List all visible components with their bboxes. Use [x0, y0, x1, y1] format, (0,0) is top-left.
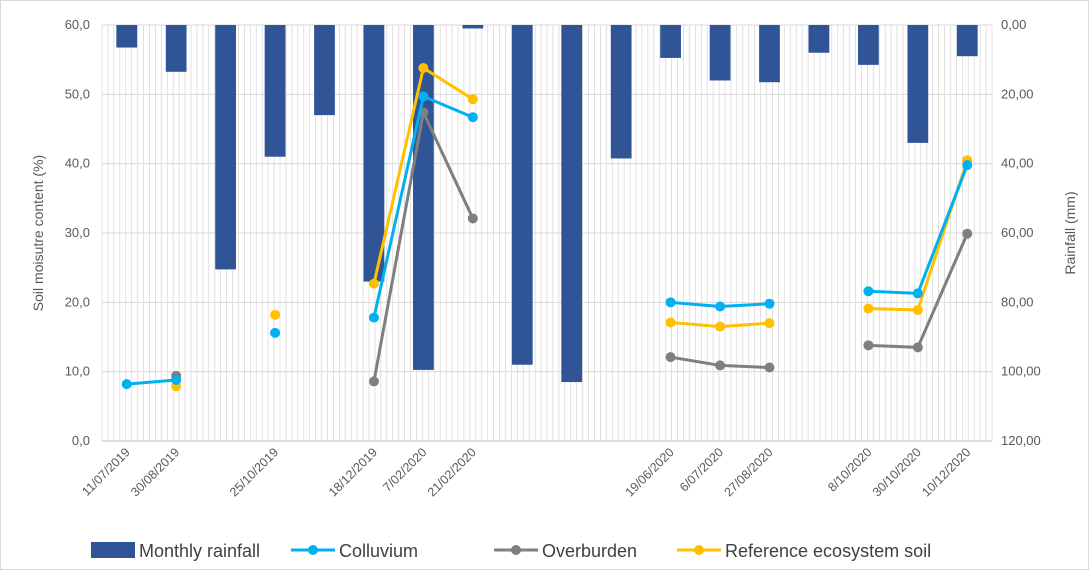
y-left-tick-label: 30,0 — [65, 225, 90, 240]
y-left-tick-label: 20,0 — [65, 294, 90, 309]
x-tick-label: 25/10/2019 — [227, 445, 281, 499]
colluvium-point — [121, 379, 132, 390]
colluvium-line — [126, 378, 177, 386]
rainfall-bar — [907, 25, 929, 143]
gridlines — [101, 24, 993, 442]
reference-ecosystem-soil-point — [764, 318, 775, 329]
y-left-tick-label: 0,0 — [72, 433, 90, 448]
legend-reference-ecosystem-soil-marker — [694, 545, 704, 555]
y-left-tick-label: 50,0 — [65, 86, 90, 101]
reference-ecosystem-soil-point — [715, 321, 726, 332]
colluvium-point — [764, 298, 775, 309]
x-tick-label: 18/12/2019 — [326, 445, 380, 499]
reference-ecosystem-soil-point — [467, 94, 478, 105]
reference-ecosystem-soil-point — [270, 309, 281, 320]
y-left-tick-label: 60,0 — [65, 17, 90, 32]
rainfall-bar — [561, 25, 583, 383]
x-tick-label: 10/12/2020 — [919, 445, 973, 499]
y-right-tick-label: 80,00 — [1001, 294, 1034, 309]
rainfall-bar — [363, 25, 385, 282]
rainfall-bar — [511, 25, 533, 365]
colluvium-point — [665, 297, 676, 308]
reference-ecosystem-soil-point — [912, 304, 923, 315]
x-tick-label: 8/10/2020 — [825, 445, 874, 494]
colluvium-point — [270, 327, 281, 338]
rainfall-bar — [858, 25, 879, 65]
rainfall-bar — [314, 25, 335, 116]
overburden-point — [368, 376, 379, 387]
colluvium-point — [368, 312, 379, 323]
x-tick-label: 30/10/2020 — [870, 445, 924, 499]
reference-ecosystem-soil-point — [665, 317, 676, 328]
overburden-point — [764, 362, 775, 373]
legend-colluvium-marker — [308, 545, 318, 555]
legend-overburden-marker — [511, 545, 521, 555]
series-lines — [121, 62, 973, 392]
x-tick-label: 21/02/2020 — [425, 445, 479, 499]
overburden-point — [467, 213, 478, 224]
y-left-tick-label: 10,0 — [65, 364, 90, 379]
x-tick-label: 6/07/2020 — [677, 445, 726, 494]
rainfall-bar — [808, 25, 830, 53]
rainfall-bar — [413, 25, 434, 370]
legend: Monthly rainfall Colluvium Overburden Refer… — [91, 541, 931, 561]
legend-rainfall-swatch — [91, 542, 135, 558]
legend-reference-ecosystem-soil-label: Reference ecosystem soil — [725, 541, 931, 561]
legend-overburden-label: Overburden — [542, 541, 637, 561]
rainfall-bars — [116, 25, 978, 383]
x-tick-label: 30/08/2019 — [128, 445, 182, 499]
colluvium-line — [868, 164, 969, 295]
y-right-tick-label: 60,00 — [1001, 225, 1034, 240]
rainfall-bar — [709, 25, 731, 81]
x-tick-label: 11/07/2019 — [79, 445, 133, 499]
y-right-tick-label: 100,00 — [1001, 364, 1041, 379]
colluvium-point — [171, 374, 182, 385]
overburden-point — [715, 360, 726, 371]
rainfall-bar — [215, 25, 236, 270]
rainfall-bar — [116, 25, 138, 48]
rainfall-bar — [264, 25, 286, 157]
y-right-tick-label: 0,00 — [1001, 17, 1026, 32]
y-right-tick-label: 40,00 — [1001, 156, 1034, 171]
y-right-tick-label: 20,00 — [1001, 86, 1034, 101]
y-left-tick-label: 40,0 — [65, 156, 90, 171]
overburden-point — [962, 228, 973, 239]
rainfall-bar — [165, 25, 187, 72]
overburden-point — [665, 352, 676, 363]
y-left-axis-title: Soil moisutre content (%) — [30, 155, 46, 311]
legend-colluvium-label: Colluvium — [339, 541, 418, 561]
rainfall-bar — [956, 25, 978, 57]
legend-rainfall-label: Monthly rainfall — [139, 541, 260, 561]
y-right-tick-label: 120,00 — [1001, 433, 1041, 448]
reference-ecosystem-soil-point — [368, 278, 379, 289]
rainfall-bar — [759, 25, 780, 83]
colluvium-point — [863, 286, 874, 297]
x-tick-label: 19/06/2020 — [623, 445, 677, 499]
colluvium-point — [467, 112, 478, 123]
reference-ecosystem-soil-point — [863, 303, 874, 314]
x-tick-label: 7/02/2020 — [380, 445, 429, 494]
rainfall-bar — [660, 25, 681, 58]
reference-ecosystem-soil-line — [868, 159, 969, 312]
rainfall-bar — [610, 25, 632, 159]
colluvium-point — [418, 91, 429, 102]
colluvium-point — [912, 288, 923, 299]
colluvium-point — [715, 301, 726, 312]
overburden-point — [912, 342, 923, 353]
x-tick-label: 27/08/2020 — [721, 445, 775, 499]
overburden-point — [863, 340, 874, 351]
reference-ecosystem-soil-point — [418, 62, 429, 73]
rainfall-bar — [462, 25, 484, 29]
colluvium-point — [962, 160, 973, 171]
y-right-axis-title: Rainfall (mm) — [1062, 191, 1078, 274]
